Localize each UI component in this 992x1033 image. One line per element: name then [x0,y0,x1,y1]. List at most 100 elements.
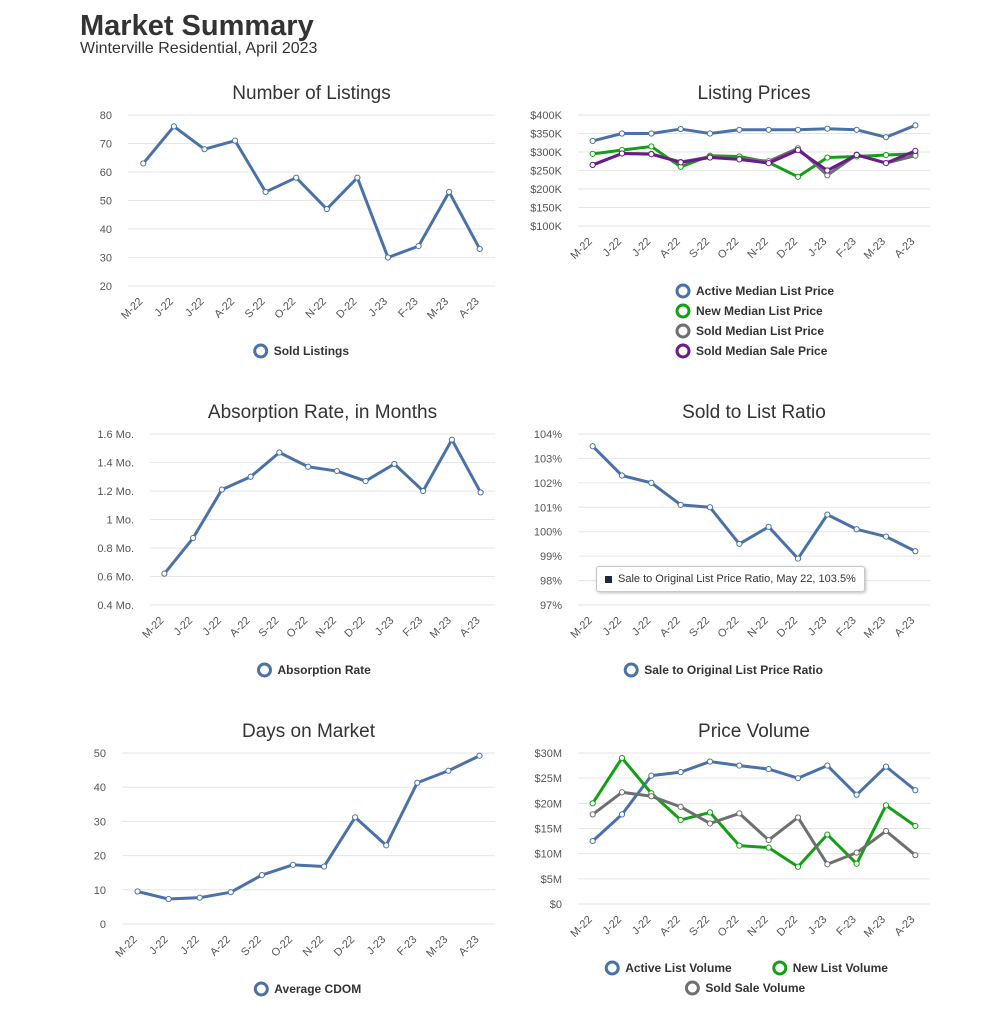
legend-item-active-list-volume[interactable]: Active List Volume [604,960,732,976]
data-point[interactable] [618,472,626,479]
data-point[interactable] [477,489,484,496]
data-point[interactable] [323,205,330,213]
data-point[interactable] [765,523,772,530]
data-point[interactable] [293,174,300,181]
legend-item-absorption-rate[interactable]: Absorption Rate [257,662,372,678]
data-point[interactable] [384,254,392,261]
data-point[interactable] [196,894,203,901]
data-point[interactable] [706,820,714,827]
data-point[interactable] [618,130,626,137]
data-point[interactable] [824,831,831,838]
data-point[interactable] [882,134,890,141]
legend-item-new-median-list-price[interactable]: New Median List Price [675,303,823,319]
data-point[interactable] [589,837,596,845]
data-point[interactable] [448,436,455,443]
data-point[interactable] [736,540,743,548]
data-point[interactable] [589,443,596,450]
data-point[interactable] [853,849,860,856]
data-point[interactable] [677,816,684,824]
data-point[interactable] [170,123,177,130]
data-point[interactable] [912,147,919,154]
data-point[interactable] [354,174,361,181]
legend-item-sold-listings[interactable]: Sold Listings [253,343,350,359]
data-point[interactable] [262,188,269,196]
data-point[interactable] [882,802,890,809]
data-point[interactable] [677,803,684,810]
data-point[interactable] [882,151,890,159]
legend-item-active-median-list-price[interactable]: Active Median List Price [675,283,834,299]
data-point[interactable] [333,467,340,475]
data-point[interactable] [227,889,234,896]
data-point[interactable] [190,534,197,542]
data-point[interactable] [589,800,596,807]
data-point[interactable] [882,533,890,540]
legend-item-sold-median-list-price[interactable]: Sold Median List Price [675,323,824,339]
data-point[interactable] [231,137,239,144]
data-point[interactable] [853,860,860,867]
data-point[interactable] [912,787,919,794]
data-point[interactable] [912,122,919,129]
data-point[interactable] [736,762,743,769]
data-point[interactable] [648,130,655,137]
data-point[interactable] [882,763,890,770]
data-point[interactable] [765,126,772,133]
data-point[interactable] [794,814,802,821]
data-point[interactable] [853,151,860,159]
data-point[interactable] [589,150,596,157]
data-point[interactable] [677,769,684,776]
data-point[interactable] [853,791,860,798]
data-point[interactable] [853,126,860,133]
data-point[interactable] [276,449,283,456]
data-point[interactable] [794,173,802,180]
legend-item-new-list-volume[interactable]: New List Volume [772,960,888,976]
data-point[interactable] [258,871,265,879]
data-point[interactable] [247,473,254,480]
data-point[interactable] [794,147,802,154]
data-point[interactable] [420,487,427,495]
data-point[interactable] [161,570,168,577]
data-point[interactable] [882,827,890,835]
data-point[interactable] [362,477,369,485]
data-point[interactable] [736,156,743,163]
data-point[interactable] [618,150,626,157]
data-point[interactable] [140,160,147,167]
data-point[interactable] [765,844,772,851]
data-point[interactable] [589,161,596,169]
legend-item-sold-sale-volume[interactable]: Sold Sale Volume [684,980,806,996]
data-point[interactable] [218,486,225,493]
data-point[interactable] [320,863,328,870]
data-point[interactable] [736,126,743,133]
data-point[interactable] [201,146,208,153]
data-point[interactable] [677,501,684,508]
data-point[interactable] [305,463,312,470]
data-point[interactable] [706,154,714,161]
data-point[interactable] [824,511,831,518]
data-point[interactable] [618,811,626,818]
data-point[interactable] [414,779,421,786]
data-point[interactable] [648,793,655,800]
data-point[interactable] [415,243,422,250]
data-point[interactable] [853,526,860,533]
data-point[interactable] [134,888,141,895]
legend-item-average-cdom[interactable]: Average CDOM [253,981,361,997]
data-point[interactable] [824,154,831,161]
data-point[interactable] [736,810,743,817]
data-point[interactable] [706,809,714,816]
data-point[interactable] [677,159,684,166]
data-point[interactable] [476,245,483,253]
data-point[interactable] [589,137,596,145]
data-point[interactable] [391,460,398,468]
data-point[interactable] [912,852,919,859]
data-point[interactable] [794,555,802,562]
data-point[interactable] [824,167,831,174]
data-point[interactable] [824,861,831,868]
data-point[interactable] [765,766,772,773]
data-point[interactable] [677,125,684,133]
data-point[interactable] [882,160,890,167]
data-point[interactable] [589,811,596,818]
data-point[interactable] [706,130,714,137]
data-point[interactable] [765,836,772,844]
data-point[interactable] [648,151,655,158]
data-point[interactable] [794,863,802,870]
data-point[interactable] [648,479,655,486]
